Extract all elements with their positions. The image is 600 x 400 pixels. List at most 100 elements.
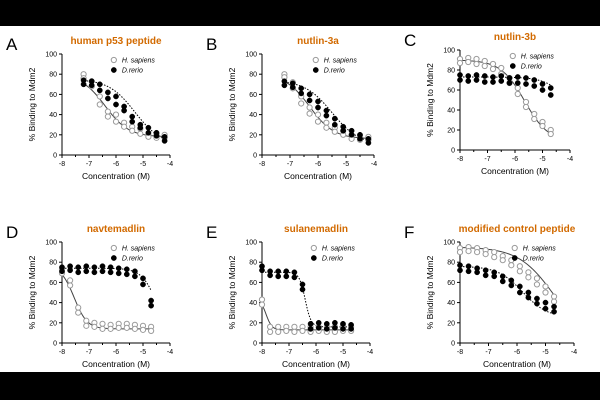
data-point-zebrafish: [539, 87, 546, 93]
data-point-human: [508, 262, 515, 269]
data-point-zebrafish: [473, 72, 480, 78]
data-point-zebrafish: [307, 320, 314, 327]
data-point-zebrafish: [499, 278, 506, 285]
x-axis-title: Concentration (M): [483, 359, 551, 369]
data-point-zebrafish: [91, 269, 98, 276]
data-point-zebrafish: [457, 72, 463, 78]
data-point-human: [522, 98, 530, 106]
x-tick-label: -7: [287, 161, 293, 168]
data-point-human: [516, 263, 523, 270]
data-point-zebrafish: [132, 273, 138, 280]
data-point-zebrafish: [491, 273, 498, 280]
data-point-zebrafish: [348, 326, 354, 332]
data-point-human: [115, 324, 122, 331]
data-point-human: [331, 128, 338, 135]
panel-letter: B: [206, 35, 217, 54]
data-point-human: [112, 111, 120, 118]
x-tick-label: -8: [457, 156, 463, 163]
data-point-zebrafish: [365, 140, 372, 146]
legend-label-zebrafish: D.rerio: [122, 68, 143, 75]
data-point-zebrafish: [315, 319, 322, 326]
y-tick-label: 0: [253, 153, 257, 160]
y-tick-label: 40: [49, 300, 57, 307]
data-point-human: [498, 64, 505, 72]
panel-title: nutlin-3b: [494, 32, 536, 43]
data-point-zebrafish: [129, 118, 136, 125]
y-tick-label: 80: [447, 260, 455, 267]
y-axis-title: % Binding to Mdm2: [27, 67, 37, 141]
data-point-human: [542, 289, 549, 296]
data-point-human: [148, 327, 155, 334]
fit-curve-zebrafish: [459, 76, 552, 86]
data-point-zebrafish: [490, 74, 496, 80]
data-point-zebrafish: [283, 273, 290, 280]
data-point-zebrafish: [298, 90, 305, 97]
panel-title: nutlin-3a: [297, 36, 339, 47]
data-point-zebrafish: [517, 289, 523, 296]
data-point-human: [99, 325, 106, 332]
x-tick-label: -6: [512, 156, 518, 163]
legend-label-zebrafish: D.rerio: [521, 64, 542, 71]
legend-label-zebrafish: D.rerio: [322, 256, 343, 263]
data-point-human: [121, 123, 128, 130]
y-tick-label: 20: [447, 128, 455, 135]
data-point-zebrafish: [283, 268, 290, 275]
x-tick-label: -7: [286, 349, 292, 356]
data-point-human: [83, 322, 90, 329]
data-point-zebrafish: [508, 282, 515, 289]
y-tick-label: 100: [443, 48, 455, 55]
legend-marker-human: [511, 244, 518, 252]
panel-title: human p53 peptide: [70, 36, 162, 47]
y-tick-label: 60: [447, 280, 455, 287]
y-tick-label: 60: [249, 92, 257, 99]
y-axis-title: % Binding to Mdm2: [227, 255, 237, 329]
y-tick-label: 100: [45, 240, 57, 247]
x-tick-label: -5: [140, 161, 146, 168]
x-tick-label: -6: [313, 349, 319, 356]
data-point-zebrafish: [99, 263, 106, 270]
data-point-zebrafish: [525, 294, 532, 301]
y-tick-label: 100: [245, 240, 257, 247]
data-point-human: [550, 298, 558, 305]
data-point-zebrafish: [457, 267, 463, 274]
data-point-zebrafish: [267, 272, 273, 279]
data-point-human: [67, 277, 74, 284]
data-point-human: [267, 323, 274, 330]
data-point-zebrafish: [281, 82, 288, 89]
data-point-human: [531, 110, 538, 118]
data-point-human: [283, 327, 290, 334]
data-point-human: [96, 101, 103, 108]
x-tick-label: -7: [484, 156, 490, 163]
data-point-human: [456, 59, 464, 67]
legend-label-human: H. sapiens: [521, 54, 555, 61]
data-point-human: [275, 323, 282, 330]
y-tick-label: 100: [443, 240, 455, 247]
panel-letter: F: [404, 223, 414, 242]
data-point-human: [514, 90, 521, 98]
data-point-human: [96, 93, 103, 100]
y-tick-label: 80: [49, 260, 57, 267]
y-axis-title: % Binding to Mdm2: [227, 67, 237, 141]
data-point-human: [67, 282, 74, 289]
y-tick-label: 40: [49, 112, 57, 119]
data-point-zebrafish: [96, 87, 103, 94]
y-tick-label: 80: [447, 68, 455, 75]
legend-marker-human: [310, 244, 317, 252]
y-tick-label: 20: [249, 320, 257, 327]
data-point-zebrafish: [323, 112, 330, 119]
data-point-zebrafish: [83, 263, 90, 270]
data-point-zebrafish: [465, 268, 472, 275]
y-tick-label: 80: [49, 72, 57, 79]
x-tick-label: -6: [113, 161, 119, 168]
data-point-zebrafish: [481, 79, 488, 85]
data-point-zebrafish: [523, 81, 529, 87]
data-point-zebrafish: [517, 283, 523, 290]
data-point-human: [539, 122, 546, 130]
legend-label-human: H. sapiens: [122, 246, 156, 253]
x-axis-title: Concentration (M): [284, 171, 352, 181]
legend-marker-human: [509, 52, 516, 60]
